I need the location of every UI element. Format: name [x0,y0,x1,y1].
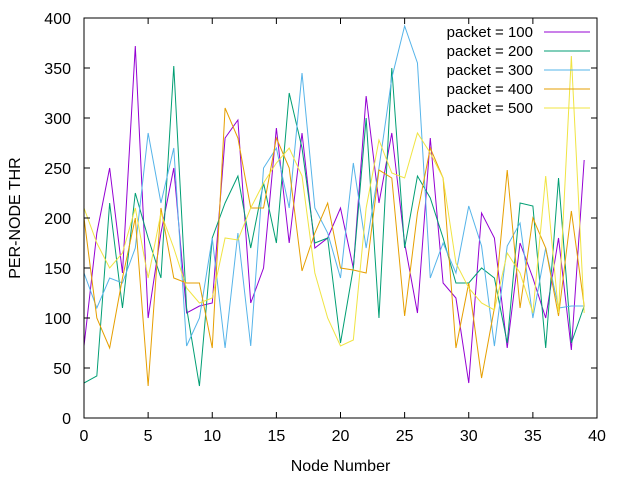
x-tick-label: 40 [588,428,606,445]
x-tick-label: 0 [80,428,89,445]
y-tick-label: 200 [44,211,71,228]
y-tick-label: 150 [44,261,71,278]
series-line-4 [83,107,585,387]
y-axis-title: PER-NODE THR [7,157,24,279]
legend-label: packet = 400 [447,81,533,98]
series-line-3 [83,24,585,349]
x-tick-label: 15 [267,428,285,445]
x-tick-label: 25 [396,428,414,445]
y-tick-label: 100 [44,311,71,328]
legend-label: packet = 200 [447,43,533,60]
legend-label: packet = 100 [447,24,533,41]
y-tick-label: 250 [44,161,71,178]
x-tick-label: 30 [460,428,478,445]
y-tick-label: 50 [53,361,71,378]
legend-label: packet = 300 [447,62,533,79]
legend-label: packet = 500 [447,100,533,117]
legend: packet = 100 packet = 200 packet = 300 pack… [447,24,590,117]
x-tick-label: 5 [144,428,153,445]
x-tick-label: 10 [203,428,221,445]
y-tick-label: 300 [44,111,71,128]
y-tick-label: 400 [44,11,71,28]
series-lines [83,24,585,387]
series-line-2 [83,65,585,387]
y-tick-label: 350 [44,61,71,78]
x-tick-label: 35 [524,428,542,445]
series-line-5 [83,55,585,347]
y-tick-label: 0 [62,411,71,428]
x-axis-title: Node Number [291,458,391,475]
x-tick-label: 20 [332,428,350,445]
